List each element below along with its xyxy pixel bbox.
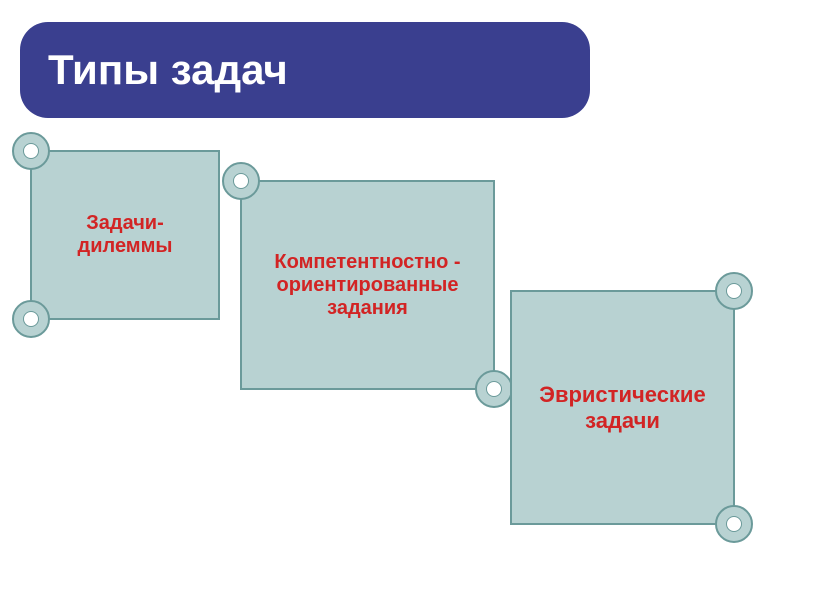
scroll-2-body: Компетентностно -ориентированныезадания bbox=[240, 180, 495, 390]
slide-title: Типы задач bbox=[20, 22, 590, 118]
scroll-3-body: Эвристическиезадачи bbox=[510, 290, 735, 525]
scroll-3-label: Эвристическиезадачи bbox=[539, 382, 705, 434]
scroll-1-curl-bl-icon bbox=[12, 300, 50, 338]
scroll-1-body: Задачи-дилеммы bbox=[30, 150, 220, 320]
scroll-1-curl-tl-icon bbox=[12, 132, 50, 170]
scroll-3-curl-tr-icon bbox=[715, 272, 753, 310]
scroll-2-label: Компетентностно -ориентированныезадания bbox=[274, 251, 460, 320]
scroll-2: Компетентностно -ориентированныезадания bbox=[240, 180, 495, 390]
scroll-3-curl-br-icon bbox=[715, 505, 753, 543]
scroll-2-curl-tl-icon bbox=[222, 162, 260, 200]
slide-title-text: Типы задач bbox=[48, 46, 288, 94]
scroll-2-curl-br-icon bbox=[475, 370, 513, 408]
scroll-1-label: Задачи-дилеммы bbox=[78, 212, 173, 258]
scroll-1: Задачи-дилеммы bbox=[30, 150, 220, 320]
scroll-3: Эвристическиезадачи bbox=[510, 290, 735, 525]
